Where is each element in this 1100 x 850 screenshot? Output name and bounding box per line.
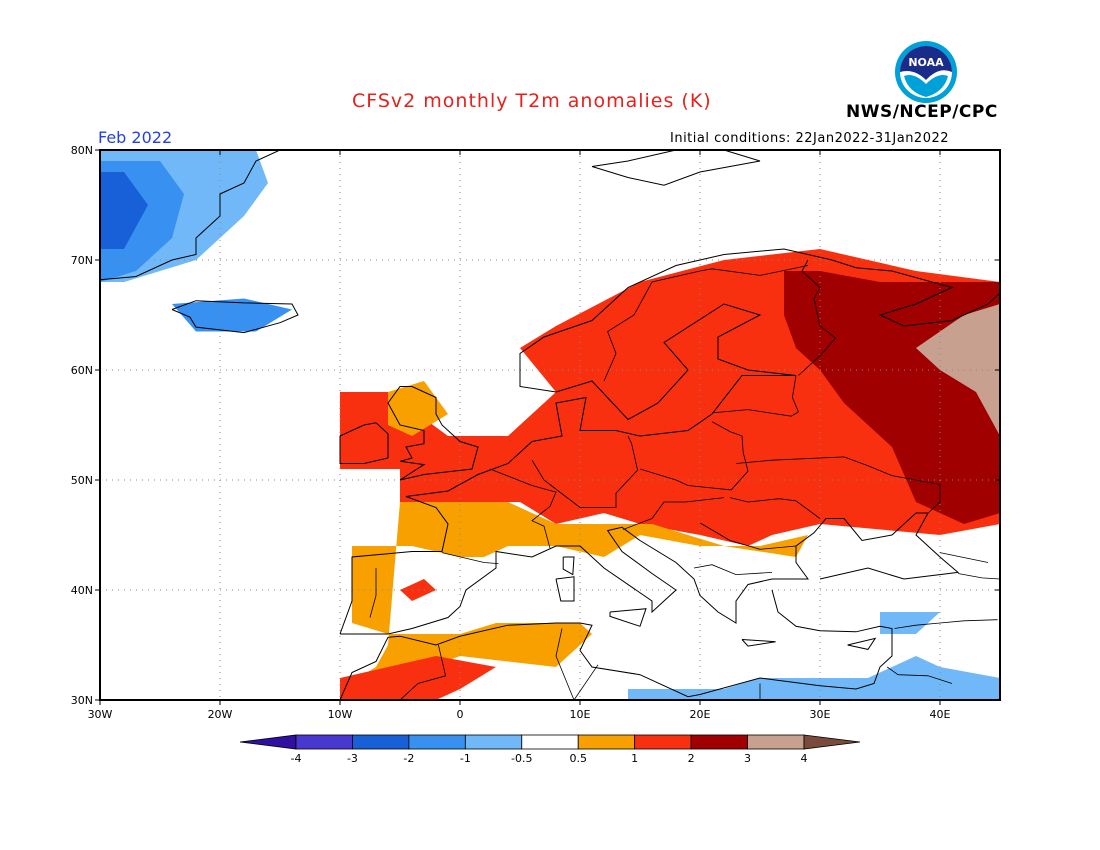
colorbar-swatch xyxy=(521,734,579,750)
y-axis: 30N 40N 50N 60N 70N 80N xyxy=(71,144,1000,707)
colorbar-label: 1 xyxy=(631,752,638,765)
coastline xyxy=(555,576,575,602)
colorbar-arrow-low xyxy=(239,734,297,750)
colorbar-label: 4 xyxy=(801,752,808,765)
agency-label: NWS/NCEP/CPC xyxy=(846,102,998,122)
x-tick-label: 30W xyxy=(88,708,113,721)
colorbar-label: -4 xyxy=(291,752,302,765)
x-tick-label: 20W xyxy=(208,708,233,721)
country-border xyxy=(798,259,837,376)
country-border xyxy=(735,456,941,514)
colorbar-label: -2 xyxy=(403,752,414,765)
colorbar-label: 2 xyxy=(688,752,695,765)
y-tick-label: 40N xyxy=(71,584,93,597)
country-border xyxy=(531,435,639,508)
noaa-logo: NOAA xyxy=(895,41,957,103)
x-tick-label: 10E xyxy=(570,708,591,721)
x-tick-label: 0 xyxy=(457,708,464,721)
country-border xyxy=(489,468,557,549)
gridlines xyxy=(100,150,1000,700)
colorbar-swatch xyxy=(747,734,805,750)
colorbar-label: -3 xyxy=(347,752,358,765)
country-border xyxy=(639,421,749,491)
country-border xyxy=(399,644,447,700)
country-border xyxy=(957,573,1000,580)
colorbar-label: -0.5 xyxy=(511,752,532,765)
country-border xyxy=(711,375,799,417)
colorbar-swatch xyxy=(634,734,692,750)
coastline xyxy=(339,248,1000,635)
colorbar: -4 -3 -2 -1 -0.5 0.5 1 2 3 4 xyxy=(239,734,861,765)
logo-text: NOAA xyxy=(908,56,944,69)
y-tick-label: 30N xyxy=(71,694,93,707)
plot-frame xyxy=(99,149,1001,701)
country-border xyxy=(623,497,725,530)
colorbar-swatch xyxy=(577,734,636,750)
coastline xyxy=(339,589,893,700)
country-border xyxy=(886,666,953,684)
x-tick-label: 30E xyxy=(810,708,831,721)
coastline xyxy=(100,150,281,281)
x-tick-label: 10W xyxy=(328,708,353,721)
coastline xyxy=(339,422,389,464)
country-border xyxy=(729,497,821,519)
country-border xyxy=(939,552,989,563)
coastline-layer xyxy=(100,150,1000,700)
coastline xyxy=(741,639,776,647)
anomaly-region xyxy=(340,656,496,700)
x-tick-label: 20E xyxy=(690,708,711,721)
x-axis: 30W 20W 10W 0 10E 20E 30E 40E xyxy=(88,150,951,721)
y-tick-label: 60N xyxy=(71,364,93,377)
coastline xyxy=(171,300,299,334)
y-tick-label: 80N xyxy=(71,144,93,157)
colorbar-swatch xyxy=(352,734,410,750)
colorbar-swatch xyxy=(690,734,748,750)
anomaly-region xyxy=(172,298,292,332)
colorbar-swatch xyxy=(408,734,466,750)
country-border xyxy=(894,619,998,629)
coastline xyxy=(562,556,575,576)
coastline xyxy=(340,512,960,635)
anomaly-region xyxy=(628,656,1000,700)
y-tick-label: 70N xyxy=(71,254,93,267)
country-border xyxy=(603,265,809,382)
anomaly-region xyxy=(100,172,148,249)
colorbar-label: 0.5 xyxy=(569,752,587,765)
x-tick-label: 40E xyxy=(930,708,951,721)
country-border xyxy=(441,552,499,564)
coastline xyxy=(609,608,647,627)
anomaly-region xyxy=(388,381,448,436)
country-border xyxy=(699,522,797,550)
forecast-month: Feb 2022 xyxy=(98,128,173,147)
anomaly-fill-layer xyxy=(100,150,1000,700)
y-tick-label: 50N xyxy=(71,474,93,487)
colorbar-swatch xyxy=(464,734,523,750)
coastline xyxy=(591,150,761,186)
country-border xyxy=(693,564,773,576)
chart-title: CFSv2 monthly T2m anomalies (K) xyxy=(352,90,712,112)
country-border xyxy=(555,628,575,700)
coastline xyxy=(847,637,877,650)
colorbar-label: 3 xyxy=(744,752,751,765)
coastline xyxy=(387,386,479,481)
country-border xyxy=(573,664,599,700)
anomaly-region xyxy=(340,502,808,700)
colorbar-label: -1 xyxy=(460,752,471,765)
colorbar-arrow-high xyxy=(803,734,861,750)
anomaly-region xyxy=(880,612,940,634)
anomaly-region xyxy=(340,425,388,469)
country-border xyxy=(369,568,377,618)
colorbar-swatch xyxy=(295,734,353,750)
border-layer xyxy=(369,259,1000,700)
initial-conditions: Initial conditions: 22Jan2022-31Jan2022 xyxy=(670,131,950,146)
